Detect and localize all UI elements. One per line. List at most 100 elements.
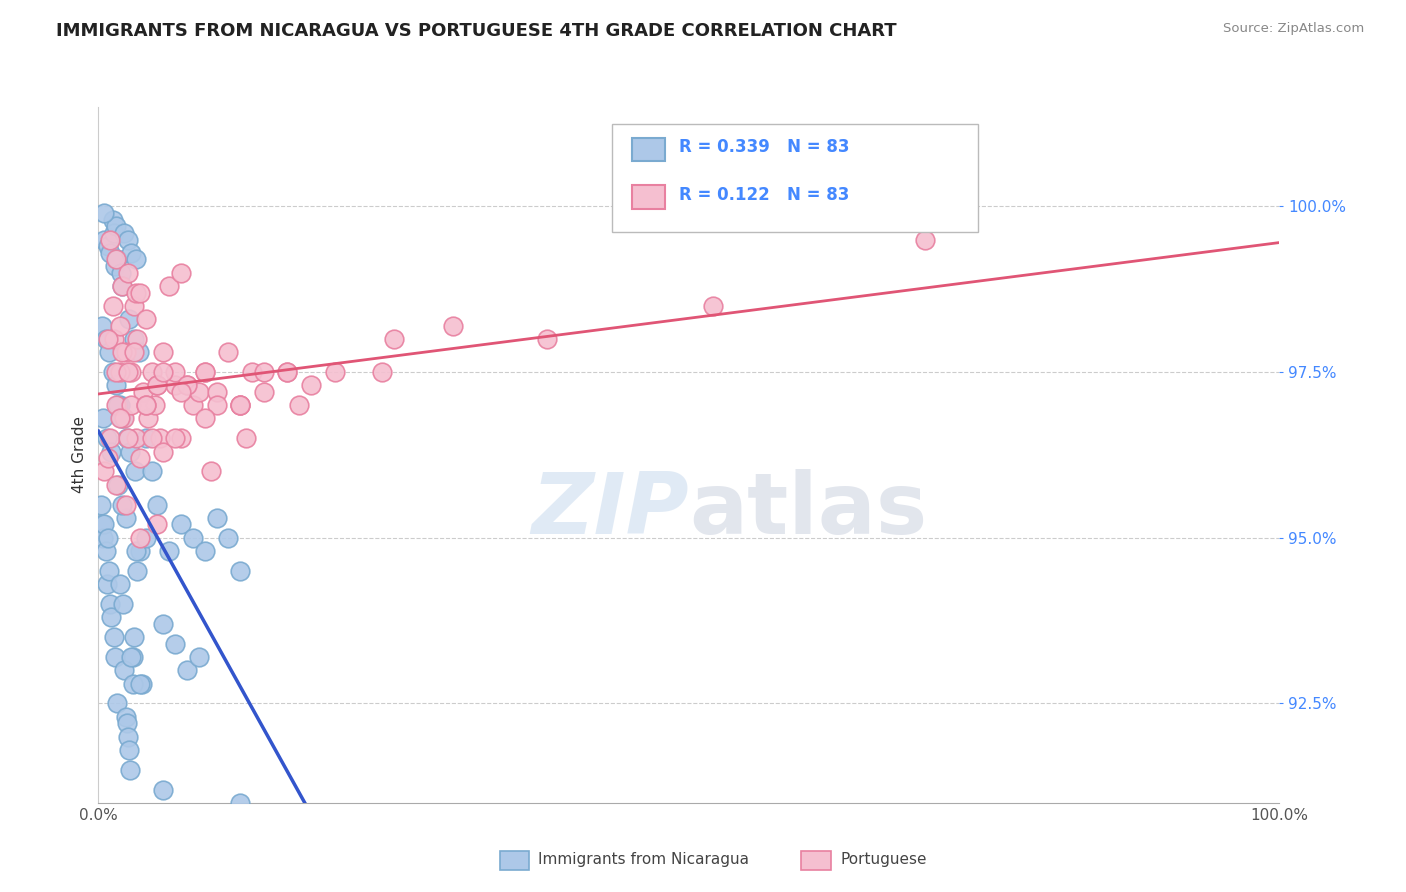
Point (371, 365, 394, 379)
Point (108, 398, 131, 412)
Point (217, 531, 239, 545)
Point (101, 365, 124, 379)
Point (110, 411, 132, 425)
Point (117, 730, 139, 744)
Point (382, 332, 405, 346)
Text: IMMIGRANTS FROM NICARAGUA VS PORTUGUESE 4TH GRADE CORRELATION CHART: IMMIGRANTS FROM NICARAGUA VS PORTUGUESE … (56, 22, 897, 40)
Point (101, 212, 124, 227)
Point (112, 411, 135, 425)
Point (104, 259, 127, 273)
Point (112, 663, 135, 677)
Point (121, 245, 143, 260)
Point (96, 431, 118, 445)
Point (229, 398, 252, 412)
Point (170, 384, 193, 399)
Point (194, 365, 217, 379)
Point (111, 345, 134, 359)
Point (103, 630, 125, 644)
Text: Immigrants from Nicaragua: Immigrants from Nicaragua (537, 853, 749, 867)
Point (157, 279, 180, 293)
Point (128, 531, 150, 545)
Point (194, 544, 217, 558)
Point (97, 239, 120, 253)
Point (128, 544, 150, 558)
Point (111, 279, 134, 293)
Point (93, 465, 115, 479)
Point (93, 233, 115, 247)
Point (115, 431, 138, 445)
Point (132, 384, 155, 399)
FancyBboxPatch shape (633, 138, 665, 161)
Point (157, 544, 180, 558)
Point (91, 411, 114, 425)
Point (128, 451, 150, 466)
Point (165, 365, 187, 379)
Point (105, 477, 128, 491)
Point (229, 796, 252, 810)
Point (205, 384, 228, 399)
Point (170, 431, 193, 445)
Point (135, 431, 157, 445)
Point (122, 345, 145, 359)
Point (98, 245, 121, 260)
Point (105, 252, 128, 267)
Point (98, 233, 121, 247)
Point (107, 398, 129, 412)
Point (112, 411, 135, 425)
Point (105, 365, 128, 379)
Point (205, 511, 228, 525)
Point (91, 318, 114, 333)
Point (114, 709, 136, 723)
Point (121, 650, 143, 665)
Point (107, 477, 129, 491)
Point (146, 378, 169, 392)
Point (127, 564, 149, 578)
Point (149, 431, 172, 445)
Point (112, 597, 135, 611)
Point (323, 365, 346, 379)
Point (91, 517, 114, 532)
Point (128, 345, 150, 359)
Point (152, 782, 174, 797)
Point (114, 498, 136, 512)
Point (120, 444, 142, 458)
Point (187, 384, 209, 399)
Point (165, 431, 187, 445)
Point (194, 365, 217, 379)
Point (288, 398, 311, 412)
Point (217, 345, 239, 359)
Point (124, 465, 146, 479)
Point (121, 365, 143, 379)
Point (536, 332, 558, 346)
Point (146, 517, 169, 532)
Point (120, 763, 142, 777)
Point (117, 365, 139, 379)
Point (122, 299, 145, 313)
Point (702, 299, 724, 313)
Point (131, 676, 153, 690)
Point (141, 365, 163, 379)
Point (108, 411, 131, 425)
Point (105, 378, 128, 392)
Point (146, 498, 169, 512)
Point (94, 544, 117, 558)
Point (97, 332, 120, 346)
Point (299, 378, 322, 392)
Point (96, 577, 118, 591)
Point (90, 498, 112, 512)
Point (135, 398, 157, 412)
Point (105, 398, 128, 412)
Text: Source: ZipAtlas.com: Source: ZipAtlas.com (1223, 22, 1364, 36)
Point (118, 312, 141, 326)
Point (117, 233, 139, 247)
Point (105, 697, 128, 711)
Point (93, 206, 115, 220)
Text: R = 0.122   N = 83: R = 0.122 N = 83 (679, 186, 849, 203)
Point (136, 411, 159, 425)
Point (108, 318, 131, 333)
Point (235, 431, 257, 445)
Point (181, 531, 204, 545)
Point (165, 637, 187, 651)
Point (152, 444, 174, 458)
FancyBboxPatch shape (612, 124, 979, 232)
